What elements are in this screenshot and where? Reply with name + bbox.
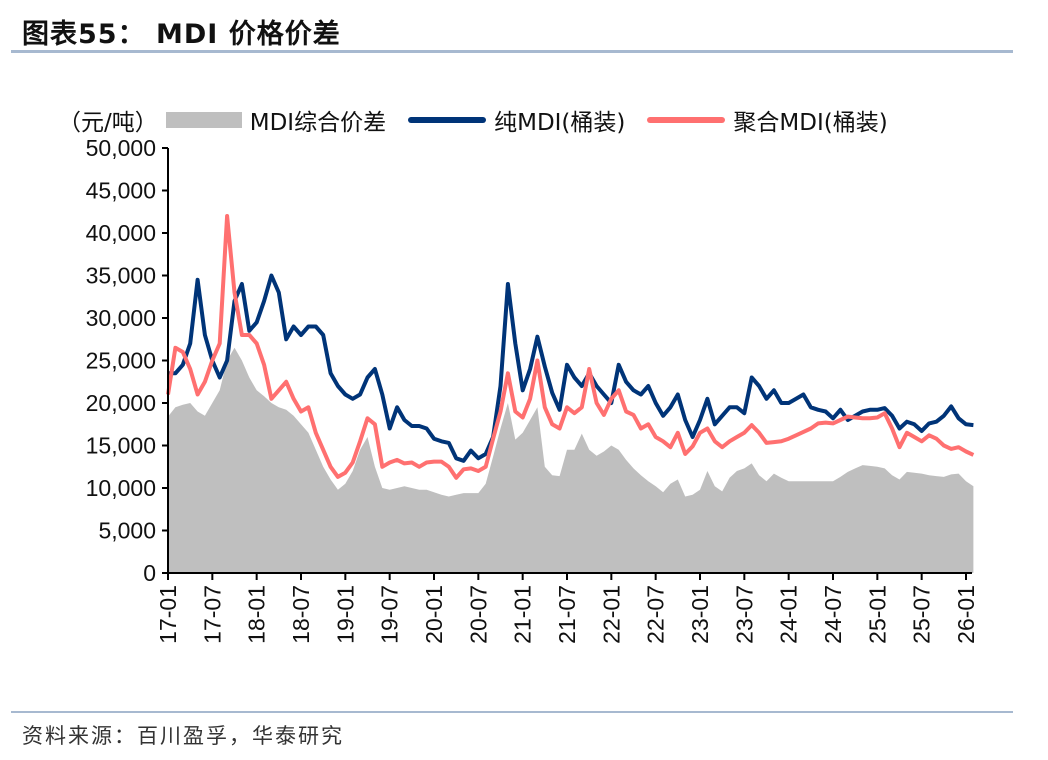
x-tick-label: 19-07	[377, 585, 403, 644]
series-line-polymeric-mdi	[166, 214, 975, 480]
chart-legend: （元/吨） MDI综合价差 纯MDI(桶装) 聚合MDI(桶装)	[58, 104, 888, 136]
footer-divider	[11, 711, 1013, 713]
source-note: 资料来源：百川盈孚，华泰研究	[22, 724, 344, 748]
legend-label-pure-mdi: 纯MDI(桶装)	[494, 110, 626, 136]
y-tick-label: 25,000	[86, 348, 156, 374]
x-tick-label: 22-07	[643, 585, 669, 644]
y-tick-label: 0	[143, 560, 156, 586]
x-tick-label: 19-01	[332, 585, 358, 644]
x-tick-label: 21-07	[554, 585, 580, 644]
y-tick-label: 35,000	[86, 263, 156, 289]
chart-plot: 0 5,000 10,000 15,000 20,000 25,000 30,000 35,0…	[86, 135, 979, 644]
x-tick-label: 17-07	[199, 585, 225, 644]
x-tick-label: 24-07	[820, 585, 846, 644]
legend-swatch-spread	[165, 112, 242, 128]
x-tick-label: 24-01	[776, 585, 802, 644]
y-tick-label: 5,000	[98, 518, 156, 544]
y-tick-label: 50,000	[86, 135, 156, 161]
x-tick-label: 18-07	[288, 585, 314, 644]
legend-label-polymeric-mdi: 聚合MDI(桶装)	[733, 110, 888, 136]
x-tick-label: 25-01	[864, 585, 890, 644]
y-tick-label: 10,000	[86, 475, 156, 501]
x-tick-label: 18-01	[244, 585, 270, 644]
x-tick-label: 23-07	[731, 585, 757, 644]
legend-label-spread: MDI综合价差	[249, 110, 387, 136]
y-tick-label: 20,000	[86, 390, 156, 416]
y-tick-label: 15,000	[86, 433, 156, 459]
series-area-spread	[168, 347, 974, 573]
x-tick-label: 17-01	[155, 585, 181, 644]
legend-swatch-pure-mdi	[408, 117, 487, 123]
x-tick-label: 26-01	[953, 585, 979, 644]
y-tick-label: 30,000	[86, 305, 156, 331]
y-tick-label: 40,000	[86, 220, 156, 246]
series-line-pure-mdi	[168, 273, 974, 463]
figure-title: 图表55： MDI 价格价差	[22, 19, 341, 50]
title-divider	[11, 50, 1013, 53]
x-tick-label: 20-01	[421, 585, 447, 644]
x-tick-label: 25-07	[909, 585, 935, 644]
x-tick-label: 22-01	[598, 585, 624, 644]
x-tick-label: 21-01	[510, 585, 536, 644]
x-tick-label: 20-07	[465, 585, 491, 644]
y-tick-label: 45,000	[86, 178, 156, 204]
legend-swatch-polymeric-mdi	[647, 117, 726, 123]
x-tick-label: 23-01	[687, 585, 713, 644]
y-axis-unit-label: （元/吨）	[58, 110, 158, 136]
